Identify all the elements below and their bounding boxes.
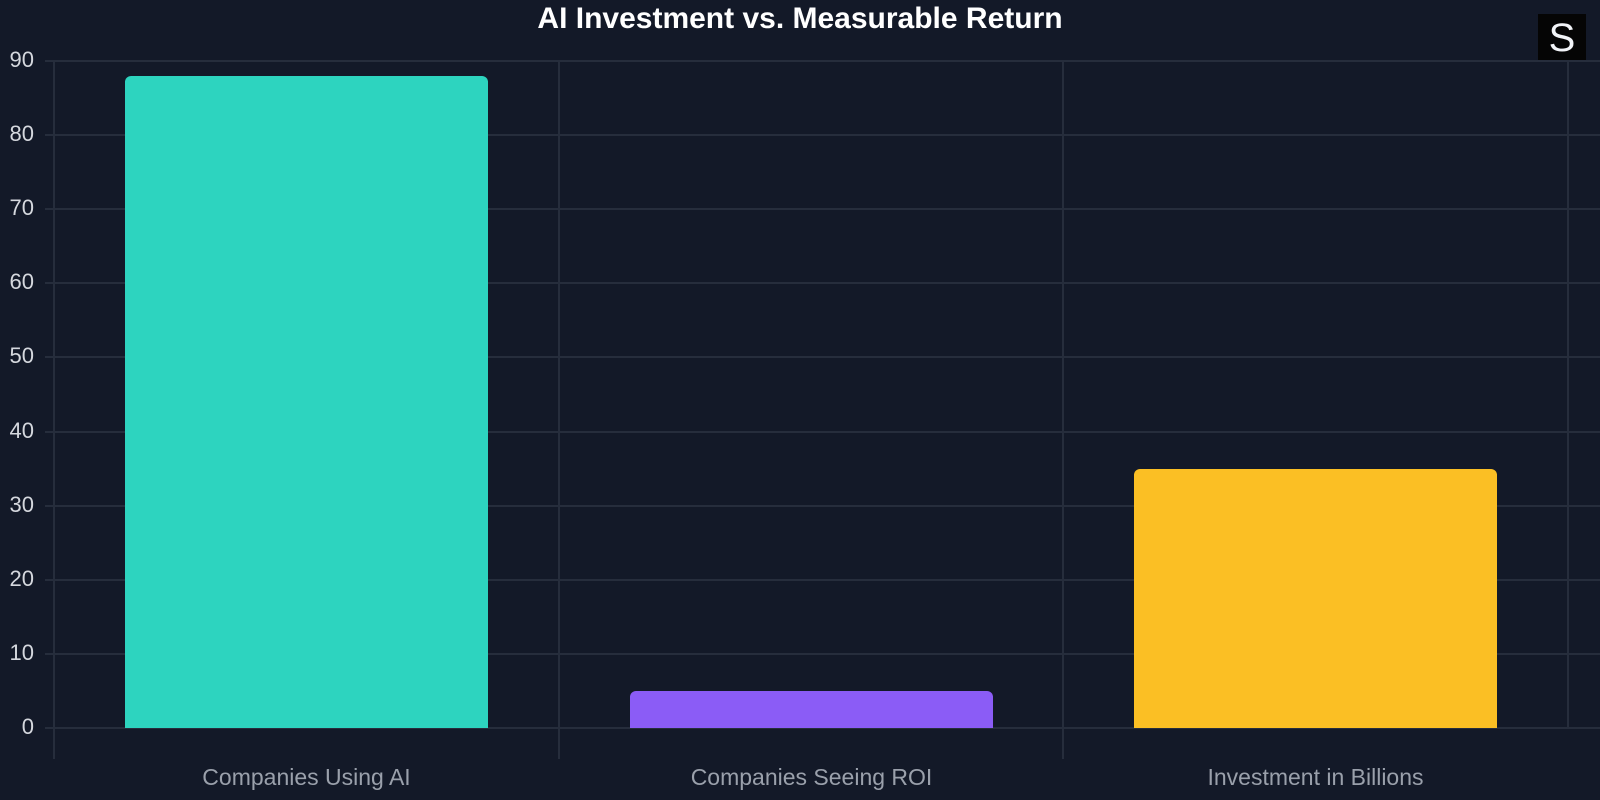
gridline-horizontal [45, 60, 1600, 62]
x-axis-category-label: Companies Seeing ROI [690, 764, 933, 790]
gridline-horizontal [45, 430, 1600, 433]
y-axis-tick-label: 70 [9, 195, 34, 221]
bar-companies-seeing-roi[interactable] [630, 691, 993, 728]
gridline-vertical [1567, 61, 1569, 728]
gridline-vertical [1062, 61, 1064, 759]
bar-investment-in-billions[interactable] [1134, 469, 1497, 728]
gridline-vertical [53, 61, 55, 759]
gridline-horizontal [45, 727, 1600, 729]
chart-title: AI Investment vs. Measurable Return [537, 2, 1063, 35]
y-axis-tick-label: 60 [9, 269, 34, 295]
bar-companies-using-ai[interactable] [125, 76, 488, 728]
x-axis-category-label: Companies Using AI [202, 764, 411, 790]
gridline-horizontal [45, 282, 1600, 285]
y-axis-tick-label: 40 [9, 417, 34, 443]
y-axis-tick-label: 10 [9, 639, 34, 665]
x-axis-category-label: Investment in Billions [1207, 764, 1424, 790]
gridline-horizontal [45, 652, 1600, 655]
y-axis-tick-label: 50 [9, 343, 34, 369]
gridline-horizontal [45, 578, 1600, 581]
y-axis-tick-label: 90 [9, 47, 34, 72]
gridline-vertical [558, 61, 560, 759]
gridline-horizontal [45, 504, 1600, 507]
gridline-horizontal [45, 356, 1600, 359]
gridline-horizontal [45, 208, 1600, 211]
gridline-horizontal [45, 134, 1600, 137]
y-axis-tick-label: 80 [9, 121, 34, 147]
y-axis-tick-label: 30 [9, 491, 34, 517]
y-axis-tick-label: 0 [21, 714, 34, 739]
brand-logo-icon: S [1538, 14, 1586, 62]
y-axis-tick-label: 20 [9, 565, 34, 591]
